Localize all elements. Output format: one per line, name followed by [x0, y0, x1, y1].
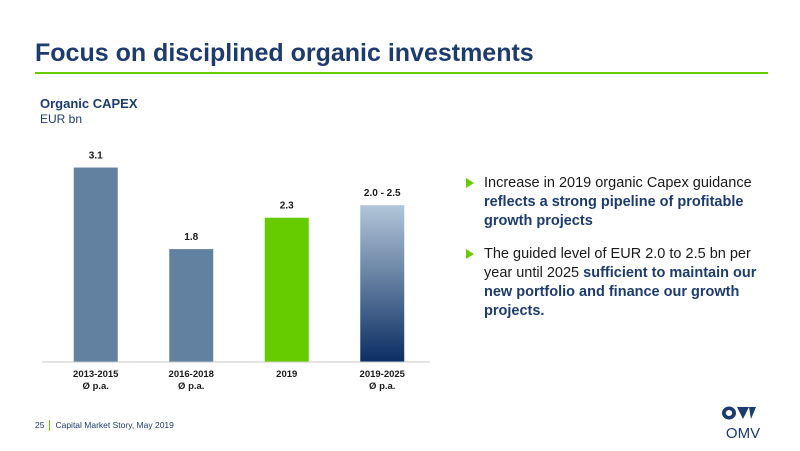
x-tick-label: 2019-2025	[360, 369, 406, 380]
x-tick-label: Ø p.a.	[369, 381, 395, 392]
x-tick-label: 2013-2015	[73, 369, 119, 380]
bullet-list: Increase in 2019 organic Capex guidance …	[466, 174, 766, 335]
bar-value-label: 2.3	[280, 201, 294, 212]
logo-wordmark: OMV	[726, 425, 760, 442]
bullet-text: Increase in 2019 organic Capex guidance	[484, 175, 752, 191]
omv-logo: OMV	[722, 406, 760, 442]
bar-value-label: 3.1	[89, 151, 103, 162]
bullet-item: The guided level of EUR 2.0 to 2.5 bn pe…	[466, 245, 766, 321]
bar-4	[360, 205, 405, 362]
x-tick-label: Ø p.a.	[83, 381, 109, 392]
bullet-item: Increase in 2019 organic Capex guidance …	[466, 174, 766, 231]
bullet-arrow-icon	[466, 178, 474, 188]
x-tick-label: 2019	[276, 369, 297, 380]
chart-unit: EUR bn	[40, 112, 83, 126]
bullet-text: The guided level of EUR 2.0 to 2.5 bn pe…	[484, 246, 751, 281]
title-underline	[35, 72, 768, 74]
bar-value-label: 1.8	[184, 232, 198, 243]
bar-1	[73, 167, 118, 362]
bullet-arrow-icon	[466, 249, 474, 259]
bar-value-label: 2.0 - 2.5	[364, 188, 401, 199]
bar-2	[169, 249, 214, 362]
footer-divider	[49, 420, 51, 432]
page-title: Focus on disciplined organic investments	[35, 39, 534, 67]
footer: 25 Capital Market Story, May 2019	[35, 420, 174, 432]
x-tick-label: 2016-2018	[169, 369, 214, 380]
bullet-highlight: sufficient to maintain our new portfolio…	[484, 265, 757, 319]
x-tick-label: Ø p.a.	[178, 381, 204, 392]
chart-subtitle: Organic CAPEX	[40, 96, 138, 111]
footer-text: Capital Market Story, May 2019	[55, 420, 174, 430]
bullet-highlight: reflects a strong pipeline of profitable…	[484, 194, 744, 229]
page-number: 25	[35, 420, 45, 430]
bar-3	[264, 217, 309, 362]
